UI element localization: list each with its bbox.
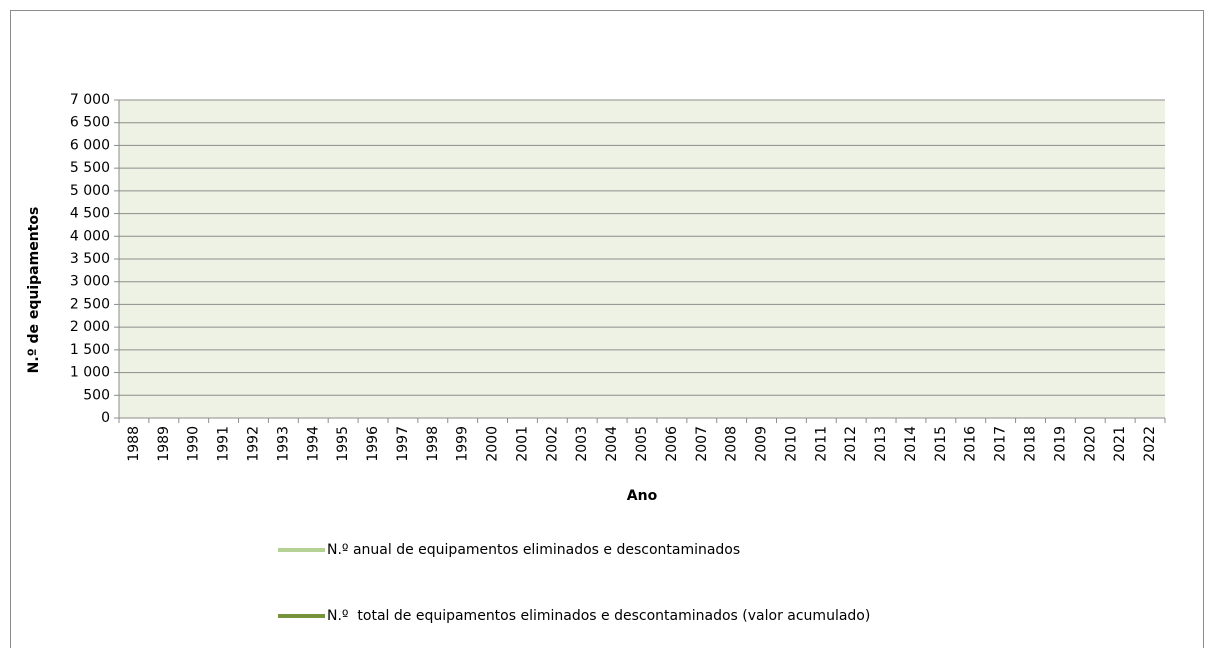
x-tick-label: 2018 [1023,426,1039,462]
x-tick-label: 1990 [186,426,202,462]
x-tick-label: 1993 [275,426,291,462]
y-tick-label: 4 500 [70,206,110,222]
x-tick-label: 2009 [754,426,770,462]
x-tick-label: 2019 [1052,426,1068,462]
x-tick-label: 2015 [933,426,949,462]
x-tick-label: 1996 [365,426,381,462]
legend-label: N.º total de equipamentos eliminados e d… [327,608,870,624]
x-axis-title: Ano [627,488,658,504]
x-tick-label: 2011 [813,426,829,462]
x-tick-label: 2000 [485,426,501,462]
x-tick-label: 2006 [664,426,680,462]
x-tick-label: 1994 [305,426,321,462]
y-tick-label: 5 500 [70,160,110,176]
x-tick-label: 2002 [544,426,560,462]
y-tick-label: 1 500 [70,342,110,358]
legend-label: N.º anual de equipamentos eliminados e d… [327,542,740,558]
x-tick-label: 2017 [993,426,1009,462]
x-tick-label: 1997 [395,426,411,462]
y-tick-label: 4 000 [70,228,110,244]
x-tick-label: 2008 [724,426,740,462]
x-tick-label: 2013 [873,426,889,462]
x-tick-label: 2004 [604,426,620,462]
y-tick-label: 6 000 [70,137,110,153]
y-tick-label: 0 [101,410,110,426]
x-tick-label: 1995 [335,426,351,462]
x-tick-label: 2007 [694,426,710,462]
y-tick-label: 2 500 [70,296,110,312]
y-tick-label: 500 [83,387,110,403]
y-tick-label: 5 000 [70,183,110,199]
x-tick-label: 2010 [783,426,799,462]
x-tick-label: 2005 [634,426,650,462]
x-tick-label: 2003 [574,426,590,462]
x-tick-label: 2001 [514,426,530,462]
y-axis-title: N.º de equipamentos [26,207,42,374]
x-tick-label: 2016 [963,426,979,462]
y-tick-label: 6 500 [70,115,110,131]
x-tick-label: 2022 [1142,426,1158,462]
x-tick-label: 2012 [843,426,859,462]
y-tick-label: 1 000 [70,365,110,381]
x-tick-label: 2014 [903,426,919,462]
y-tick-label: 3 500 [70,251,110,267]
x-tick-label: 1998 [425,426,441,462]
y-tick-label: 7 000 [70,92,110,108]
x-tick-label: 1991 [216,426,232,462]
x-tick-label: 1999 [455,426,471,462]
y-tick-label: 3 000 [70,274,110,290]
x-tick-label: 1992 [245,426,261,462]
x-tick-label: 2021 [1112,426,1128,462]
x-tick-label: 1988 [126,426,142,462]
x-tick-label: 2020 [1082,426,1098,462]
x-tick-label: 1989 [156,426,172,462]
y-tick-label: 2 000 [70,319,110,335]
